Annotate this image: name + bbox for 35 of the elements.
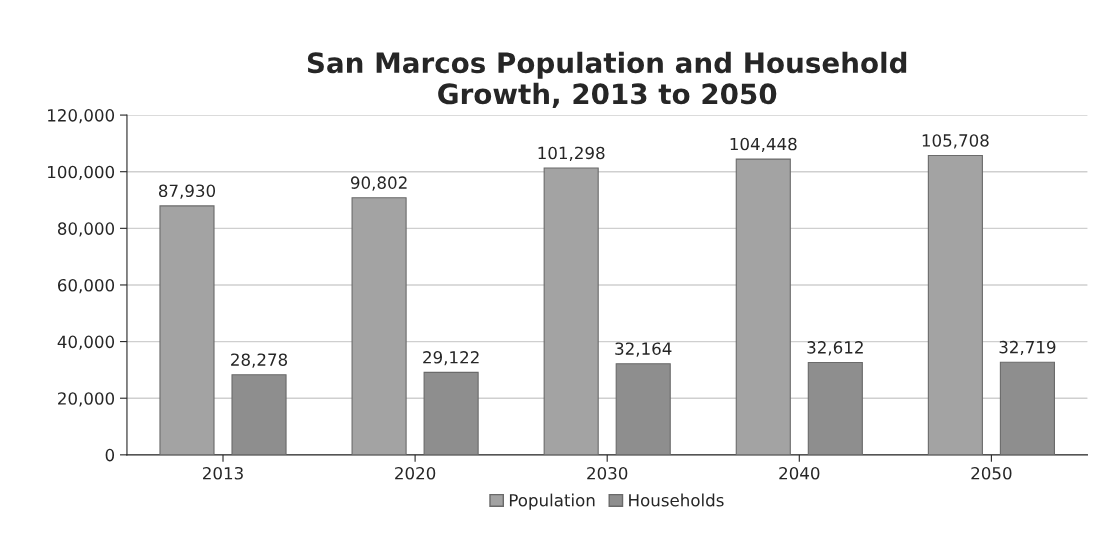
y-tick-label: 60,000 — [58, 278, 115, 294]
y-tick-label: 120,000 — [48, 109, 115, 124]
x-tick-label: 2040 — [779, 466, 820, 480]
chart-title: San Marcos Population and Household Growth, 2013 to 2050 — [307, 51, 907, 108]
legend-label: Households — [629, 493, 724, 507]
y-tick-label: 100,000 — [48, 165, 115, 180]
y-tick-label: 80,000 — [57, 222, 115, 237]
bar — [927, 154, 983, 455]
bar — [735, 158, 791, 455]
data-label: 32,719 — [999, 340, 1056, 356]
data-label: 28,278 — [231, 353, 288, 368]
bar — [159, 205, 215, 455]
data-label: 87,930 — [158, 184, 216, 199]
bar — [615, 363, 671, 455]
data-label: 90,802 — [350, 176, 407, 191]
bar — [423, 371, 479, 455]
bar — [807, 361, 863, 455]
x-tick-label: 2020 — [395, 466, 436, 480]
x-tick-label: 2050 — [971, 466, 1012, 480]
x-tick-label: 2030 — [587, 466, 628, 480]
y-tick-label: 20,000 — [58, 392, 115, 407]
data-label: 105,708 — [922, 134, 989, 149]
data-label: 29,122 — [423, 350, 479, 366]
data-label: 101,298 — [538, 146, 605, 161]
data-label: 32,612 — [807, 341, 863, 356]
legend-label: Population — [509, 493, 595, 510]
y-tick-label: 0 — [105, 448, 115, 462]
bar — [543, 167, 599, 455]
data-label: 32,164 — [615, 342, 672, 357]
bar — [351, 197, 407, 455]
bar — [231, 374, 287, 455]
x-tick-label: 2013 — [203, 466, 243, 480]
y-tick-label: 40,000 — [57, 335, 115, 350]
bar — [999, 361, 1055, 455]
data-label: 104,448 — [730, 137, 797, 153]
